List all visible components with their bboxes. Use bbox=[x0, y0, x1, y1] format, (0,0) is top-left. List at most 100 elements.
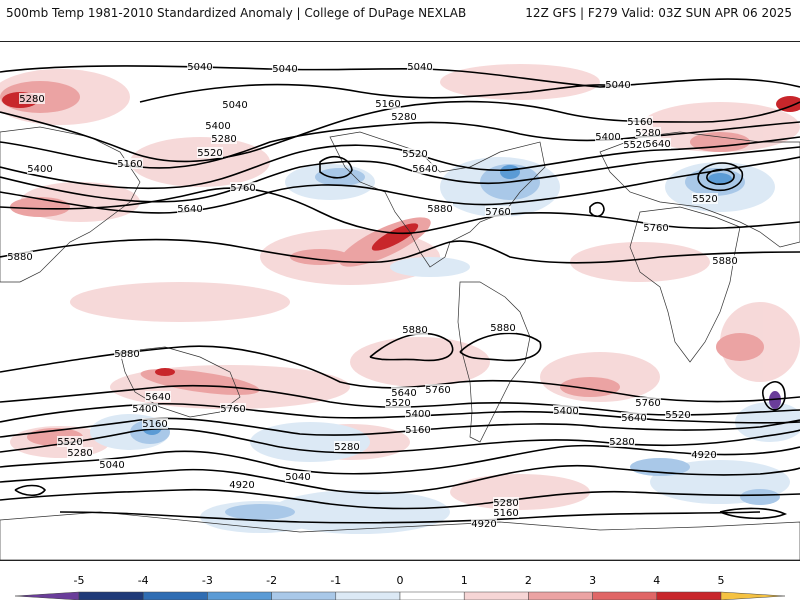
contour-label-halo bbox=[205, 120, 231, 131]
contour-label-halo bbox=[222, 99, 248, 110]
contour-5160-south bbox=[0, 464, 800, 495]
contour-label-halo bbox=[605, 79, 631, 90]
contour-label-5040: 5040 bbox=[99, 460, 124, 471]
contour-label-5400: 5400 bbox=[553, 406, 578, 417]
contour-label-halo bbox=[471, 518, 497, 529]
contour-label-5160: 5160 bbox=[142, 419, 167, 430]
contour-label-halo bbox=[285, 471, 311, 482]
antarctica bbox=[0, 511, 800, 560]
contour-label-5280: 5280 bbox=[19, 94, 44, 105]
contour-label-5280: 5280 bbox=[391, 112, 416, 123]
colorbar-bin bbox=[207, 591, 272, 601]
contour-label-halo bbox=[635, 127, 661, 138]
contour-label-5520: 5520 bbox=[402, 149, 427, 160]
contour-label-halo bbox=[57, 436, 83, 447]
contour-label-5400: 5400 bbox=[132, 404, 157, 415]
contour-label-halo bbox=[402, 148, 428, 159]
contour-label-halo bbox=[405, 408, 431, 419]
contour-4920-loop bbox=[719, 507, 788, 520]
contour-label-5280: 5280 bbox=[334, 442, 359, 453]
contour-label-5760: 5760 bbox=[230, 183, 255, 194]
contour-label-halo bbox=[645, 138, 671, 149]
colorbar-bins bbox=[14, 591, 786, 601]
contour-label-5040: 5040 bbox=[605, 80, 630, 91]
contour-label-5040: 5040 bbox=[187, 62, 212, 73]
contour-label-5640: 5640 bbox=[177, 204, 202, 215]
contour-label-5160: 5160 bbox=[627, 117, 652, 128]
africa bbox=[629, 206, 741, 363]
contour-label-5880: 5880 bbox=[490, 323, 515, 334]
contour-label-halo bbox=[142, 418, 168, 429]
contour-label-5880: 5880 bbox=[7, 252, 32, 263]
contour-label-5880: 5880 bbox=[114, 349, 139, 360]
contour-label-5880: 5880 bbox=[402, 325, 427, 336]
contour-label-5280: 5280 bbox=[635, 128, 660, 139]
contour-label-5760: 5760 bbox=[635, 398, 660, 409]
contour-label-5640: 5640 bbox=[145, 392, 170, 403]
contour-pacific-loop bbox=[319, 155, 353, 179]
contour-label-5640: 5640 bbox=[621, 413, 646, 424]
contour-label-halo bbox=[67, 447, 93, 458]
contour-label-5520: 5520 bbox=[57, 437, 82, 448]
contour-label-5640: 5640 bbox=[391, 388, 416, 399]
contour-label-halo bbox=[402, 324, 428, 335]
contour-label-5760: 5760 bbox=[485, 207, 510, 218]
colorbar-tick-label: 5 bbox=[718, 574, 725, 587]
contour-label-halo bbox=[177, 203, 203, 214]
contour-label-halo bbox=[623, 139, 649, 150]
contour-label-5880: 5880 bbox=[427, 204, 452, 215]
contour-label-halo bbox=[391, 387, 417, 398]
contour-5040-arc bbox=[139, 83, 621, 103]
contour-label-4920: 4920 bbox=[229, 480, 254, 491]
eurasia-west bbox=[599, 131, 800, 248]
contour-5520-south bbox=[0, 417, 800, 438]
contour-label-halo bbox=[692, 193, 718, 204]
contour-label-5160: 5160 bbox=[493, 508, 518, 519]
contour-label-5520: 5520 bbox=[197, 148, 222, 159]
model-valid-time: 12Z GFS | F279 Valid: 03Z SUN APR 06 202… bbox=[525, 6, 792, 20]
contour-label-halo bbox=[405, 424, 431, 435]
contour-label-halo bbox=[220, 403, 246, 414]
contour-label-halo bbox=[211, 133, 237, 144]
colorbar-tick-label: -5 bbox=[74, 574, 85, 587]
contour-label-halo bbox=[187, 61, 213, 72]
contour-label-5760: 5760 bbox=[643, 223, 668, 234]
contour-label-halo bbox=[493, 507, 519, 518]
contour-low-southeast bbox=[761, 381, 786, 411]
contour-label-halo bbox=[407, 61, 433, 72]
colorbar-ticks: -5 -4 -3 -2 -1 0 1 2 3 4 5 bbox=[74, 574, 725, 587]
colorbar-bin bbox=[463, 591, 529, 601]
colorbar-bin bbox=[271, 591, 337, 601]
contour-label-halo bbox=[425, 384, 451, 395]
anomaly-map: 5040 5040 5040 5040 5040 5280 5160 5280 5400 5520… bbox=[0, 41, 800, 561]
colorbar-tick-label: -2 bbox=[266, 574, 277, 587]
colorbar-bin bbox=[592, 591, 658, 601]
contour-label-halo bbox=[595, 131, 621, 142]
colorbar-tick-label: 3 bbox=[589, 574, 596, 587]
colorbar-bin bbox=[335, 591, 401, 601]
contour-5880-north bbox=[0, 238, 800, 264]
contour-label-halo bbox=[7, 251, 33, 262]
contour-label-halo bbox=[229, 479, 255, 490]
colorbar-bin bbox=[656, 591, 722, 601]
contour-label-5640: 5640 bbox=[412, 164, 437, 175]
map-title: 500mb Temp 1981-2010 Standardized Anomal… bbox=[6, 6, 467, 20]
contour-label-halo bbox=[99, 459, 125, 470]
contour-label-5280: 5280 bbox=[609, 437, 634, 448]
colorbar-bin bbox=[78, 591, 144, 601]
contour-label-halo bbox=[145, 391, 171, 402]
colorbar-tick-label: 4 bbox=[653, 574, 660, 587]
colorbar-bin bbox=[720, 591, 786, 601]
colorbar-bin bbox=[142, 591, 208, 601]
contour-label-5520: 5520 bbox=[692, 194, 717, 205]
contour-label-5400: 5400 bbox=[27, 164, 52, 175]
contour-label-5040: 5040 bbox=[272, 64, 297, 75]
contour-5880-sa-loop bbox=[459, 332, 542, 362]
contour-label-5160: 5160 bbox=[117, 159, 142, 170]
contour-label-5160: 5160 bbox=[405, 425, 430, 436]
contour-label-5040: 5040 bbox=[407, 62, 432, 73]
contour-label-halo bbox=[114, 348, 140, 359]
colorbar-tick-label: -1 bbox=[330, 574, 341, 587]
colorbar-canvas: -5 -4 -3 -2 -1 0 1 2 3 4 5 bbox=[14, 574, 786, 601]
